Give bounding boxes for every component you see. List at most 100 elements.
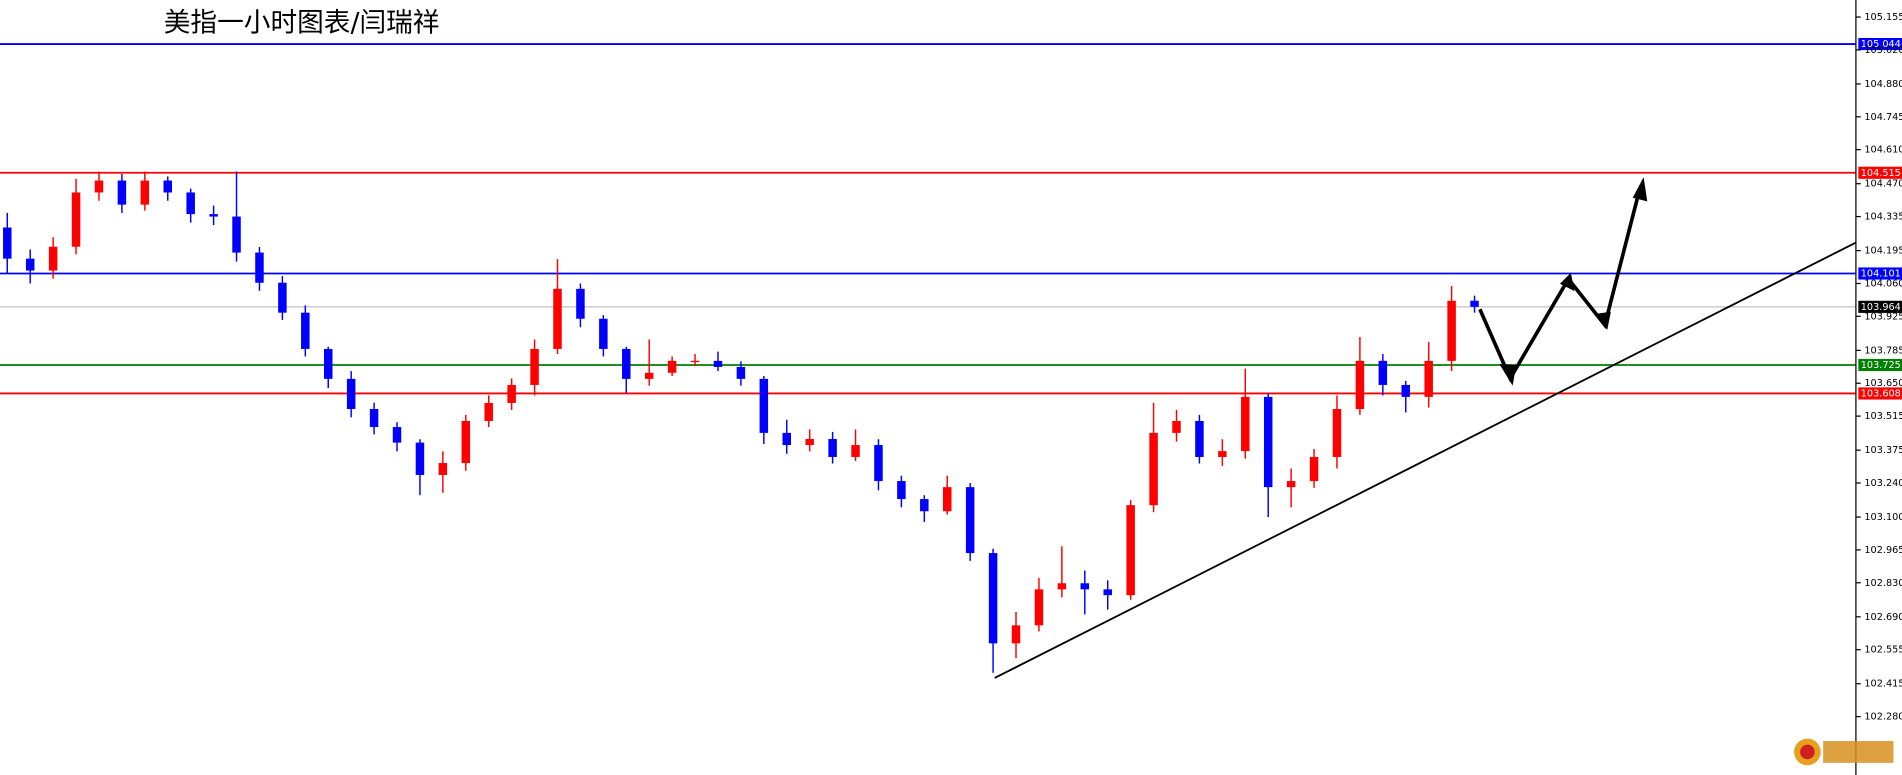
candle-body	[599, 318, 608, 349]
candle-body	[690, 360, 700, 363]
arrow-head	[1559, 272, 1575, 292]
y-tick-label: 102.690	[1864, 612, 1902, 623]
level-label: 103.608	[1861, 388, 1901, 399]
candle-body	[255, 252, 264, 283]
y-tick-label: 103.925	[1864, 311, 1902, 322]
price-axis-ticks: 105.155 105.020 104.880 104.745 104.610 104.4…	[1855, 12, 1902, 723]
candle-body	[988, 553, 998, 644]
candle-body	[530, 348, 539, 385]
y-tick-label: 104.745	[1864, 112, 1902, 123]
logo-icon	[1800, 744, 1815, 760]
candle-body	[1286, 481, 1296, 488]
candle-body	[3, 227, 12, 259]
candle-body	[622, 348, 631, 379]
candle-body	[392, 427, 402, 443]
y-tick-label: 105.020	[1864, 45, 1902, 56]
candle-body	[1241, 396, 1250, 452]
candle-body	[713, 360, 723, 367]
drawings	[994, 177, 1857, 679]
candle-body	[1195, 420, 1204, 457]
level-label-box	[1858, 267, 1902, 280]
candle-body	[71, 192, 81, 247]
candle-body	[461, 420, 471, 464]
candle-body	[736, 366, 746, 379]
candle-body	[576, 288, 585, 319]
candle-body	[484, 402, 493, 421]
y-tick-label: 103.785	[1864, 345, 1902, 356]
candle-body	[140, 180, 150, 205]
y-tick-label: 103.240	[1864, 478, 1902, 489]
y-tick-label: 104.880	[1864, 79, 1902, 90]
candle-body	[1126, 505, 1135, 596]
level-label-box	[1858, 300, 1902, 313]
level-label-box	[1858, 358, 1902, 372]
candle-body	[1401, 384, 1411, 397]
candle-body	[25, 258, 35, 271]
candle-body	[851, 445, 860, 457]
candle-body	[232, 216, 241, 253]
candle-body	[1470, 300, 1479, 307]
candle-body	[965, 487, 975, 554]
arrow-head	[1499, 363, 1517, 386]
forecast-path	[1478, 187, 1642, 383]
level-label-box	[1858, 37, 1902, 51]
candle-body	[1309, 456, 1319, 482]
candle-body	[346, 378, 356, 410]
candle-body	[644, 372, 654, 379]
y-tick-label: 103.100	[1864, 512, 1902, 523]
level-label-box	[1858, 166, 1902, 179]
level-label: 103.964	[1861, 302, 1901, 313]
candle-body	[759, 378, 769, 433]
y-tick-label: 104.195	[1864, 246, 1902, 257]
levels: 105.044 104.515 104.101 103.964 103.725 103.6…	[0, 37, 1902, 400]
candle-body	[874, 445, 883, 482]
candle-body	[278, 282, 287, 313]
level-label-box	[1858, 387, 1902, 400]
logo-mark	[1823, 741, 1894, 763]
candle-body	[209, 214, 218, 217]
candle-body	[186, 192, 195, 215]
y-tick-label: 102.280	[1864, 712, 1902, 723]
candle-body	[1034, 589, 1044, 626]
candle-body	[897, 481, 906, 500]
y-tick-label: 104.470	[1864, 179, 1902, 190]
candles	[3, 171, 1479, 673]
y-tick-label: 103.650	[1864, 378, 1902, 389]
y-tick-label: 102.830	[1864, 578, 1902, 589]
y-tick-label: 102.555	[1864, 645, 1902, 656]
candle-body	[1378, 360, 1388, 385]
candle-body	[782, 432, 792, 446]
level-label: 104.515	[1861, 168, 1901, 179]
candle-body	[920, 499, 929, 512]
candle-body	[1172, 420, 1181, 433]
logo	[1794, 738, 1894, 766]
candle-body	[828, 438, 837, 457]
candle-body	[805, 438, 814, 446]
candle-body	[1149, 432, 1158, 506]
y-tick-label: 103.375	[1864, 445, 1902, 456]
y-tick-label: 104.610	[1864, 145, 1902, 156]
level-label: 103.725	[1861, 360, 1901, 371]
candle-body	[1218, 451, 1227, 457]
candle-body	[1447, 300, 1456, 361]
chart-title: 美指一小时图表/闫瑞祥	[164, 8, 440, 39]
candle-body	[1103, 589, 1112, 596]
candle-body	[553, 288, 562, 349]
level-label: 105.044	[1861, 39, 1901, 50]
candle-body	[163, 180, 173, 193]
y-tick-label: 104.060	[1864, 278, 1902, 289]
arrow-head	[1593, 311, 1611, 330]
level-label: 104.101	[1861, 269, 1901, 280]
candle-body	[507, 384, 516, 403]
candle-body	[942, 487, 952, 512]
y-tick-label: 102.965	[1864, 545, 1902, 556]
y-tick-label: 104.335	[1864, 212, 1902, 223]
candle-body	[415, 442, 425, 475]
candle-body	[1424, 360, 1433, 397]
candle-body	[1263, 396, 1273, 488]
candle-body	[1011, 625, 1021, 644]
candle-body	[369, 409, 379, 428]
y-tick-label: 105.155	[1864, 12, 1902, 23]
arrow-head	[1632, 177, 1648, 202]
